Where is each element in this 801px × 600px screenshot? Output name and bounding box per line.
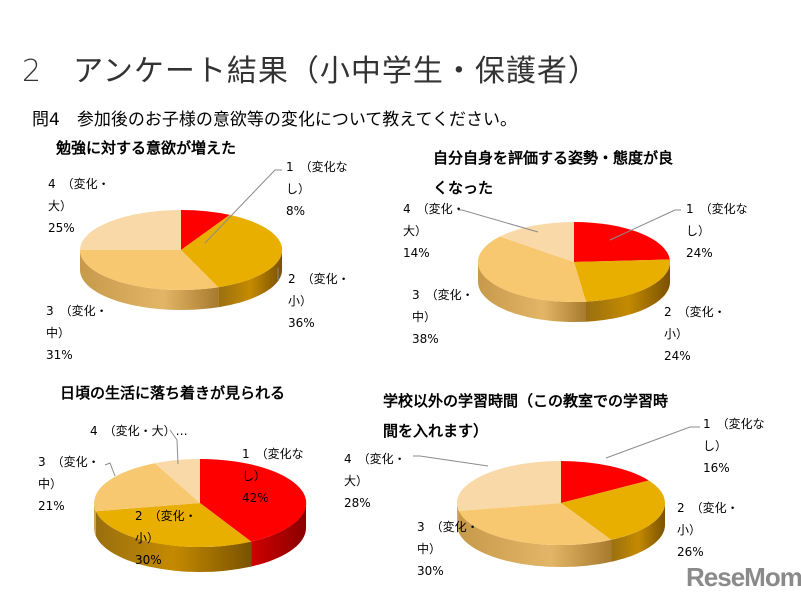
pie-side-1: [611, 503, 665, 562]
pie-side-2: [478, 262, 586, 322]
pie-slice-0: [200, 458, 307, 542]
chart-3-title: 日頃の生活に落ち着きが見られる: [60, 384, 286, 402]
pie-chart-3: [94, 458, 307, 572]
chart-3-label-small: 2 （変化・ 小） 30%: [135, 509, 197, 567]
pie-side-2: [94, 503, 96, 537]
pie-slice-2: [477, 236, 586, 303]
pie-slice-3: [80, 210, 181, 250]
pie-chart-2: [477, 222, 670, 322]
pie-side-2: [458, 510, 612, 567]
chart-1-label-medium: 3 （変化・ 中） 31%: [46, 304, 108, 362]
chart-4-title: 学校以外の学習時間（この教室での学習時 間を入れます）: [383, 392, 669, 440]
chart-1-title: 勉強に対する意欲が増えた: [56, 139, 237, 157]
chart-1-label-large: 4 （変化・ 大） 25%: [48, 177, 110, 235]
pie-slice-3: [154, 459, 200, 503]
pie-side-1: [586, 262, 670, 322]
pie-side-2: [80, 250, 219, 310]
pie-slice-2: [94, 463, 200, 512]
question-text: 問4 参加後のお子様の意欲等の変化について教えてください。: [32, 110, 517, 130]
chart-4-label-large: 4 （変化・ 大） 28%: [344, 452, 406, 510]
pie-side-1: [95, 511, 252, 572]
pie-chart-4: [456, 460, 665, 567]
pie-slice-1: [574, 259, 670, 302]
pie-side-3: [457, 503, 459, 533]
pie-layer: [79, 209, 670, 572]
chart-2-label-none: 1 （変化な し） 24%: [686, 202, 748, 260]
chart-1-label-small: 2 （変化・ 小） 36%: [288, 272, 350, 330]
pie-slice-3: [500, 222, 574, 262]
pie-slice-0: [574, 222, 670, 262]
chart-2-title: 自分自身を評価する姿勢・態度が良 くなった: [433, 149, 674, 197]
pie-slice-0: [181, 209, 230, 250]
resemom-watermark: ReseMom: [686, 562, 801, 592]
chart-4-label-small: 2 （変化・ 小） 26%: [677, 501, 739, 559]
chart-2-label-medium: 3 （変化・ 中） 38%: [412, 288, 474, 346]
chart-2-label-large: 4 （変化・ 大） 14%: [403, 202, 465, 260]
pie-slice-1: [561, 480, 665, 540]
leader-lines: [104, 169, 700, 477]
chart-3-label-medium: 3 （変化・ 中） 21%: [38, 455, 100, 513]
slide-title: 2 アンケート結果（小中学生・保護者）: [22, 54, 599, 89]
pie-slice-2: [79, 250, 219, 291]
pie-slice-1: [181, 214, 283, 288]
pie-slice-0: [561, 461, 649, 503]
pie-slice-2: [458, 503, 612, 546]
pie-slice-1: [95, 503, 252, 548]
pie-chart-1: [79, 209, 283, 310]
pie-side-1: [218, 250, 282, 308]
chart-4-label-medium: 3 （変化・ 中） 30%: [417, 520, 479, 578]
chart-4-label-none: 1 （変化な し） 16%: [703, 417, 765, 475]
chart-2-label-small: 2 （変化・ 小） 24%: [664, 305, 726, 363]
chart-1-label-none: 1 （変化な し） 8%: [286, 160, 348, 218]
pie-slice-3: [456, 460, 561, 511]
chart-3-label-large: 4 （変化・大）…: [90, 424, 188, 438]
pie-side-0: [251, 503, 306, 567]
chart-3-label-none: 1 （変化な し） 42%: [242, 447, 304, 505]
